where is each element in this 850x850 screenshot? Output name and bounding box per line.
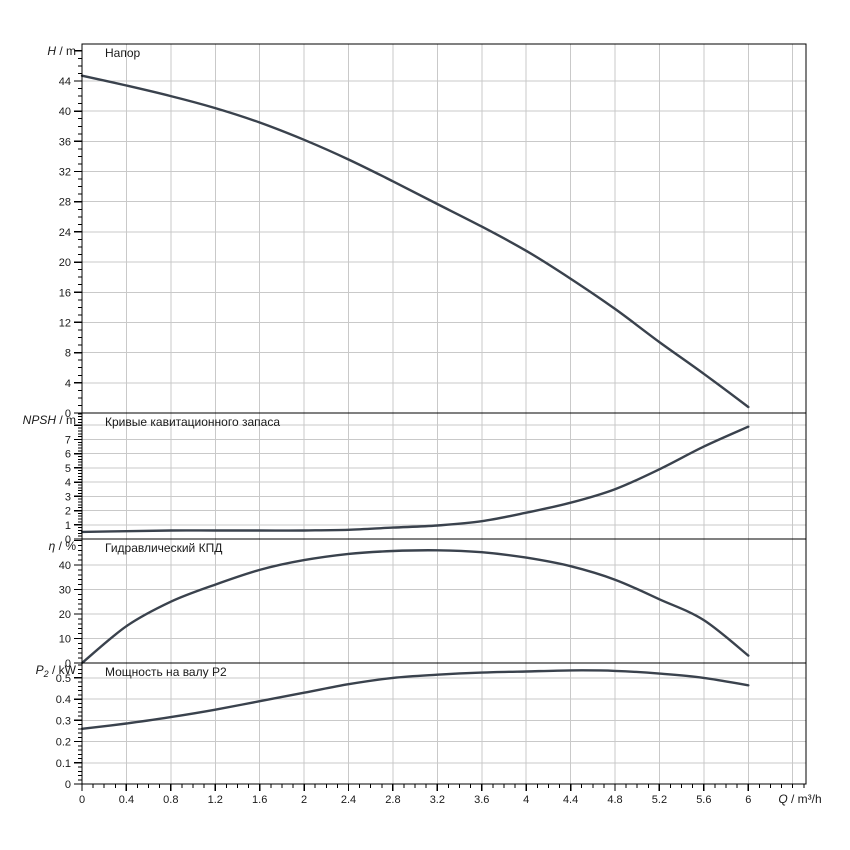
x-tick-label: 4 [523, 794, 529, 806]
x-tick-label: 0 [79, 794, 85, 806]
x-tick-label: 4.4 [563, 794, 578, 806]
y-tick-label: 20 [59, 609, 71, 621]
y-tick-label: 30 [59, 584, 71, 596]
panel-head: H / m [47, 44, 806, 414]
x-tick-label: 2.4 [341, 794, 356, 806]
y-tick-label: 0 [65, 658, 71, 670]
y-tick-label: 12 [59, 317, 71, 329]
panel-title-npsh: Кривые кавитационного запаса [105, 415, 280, 429]
y-tick-label: 16 [59, 287, 71, 299]
axis-unit-label-head: H / m [47, 44, 76, 58]
y-tick-label: 0 [65, 534, 71, 546]
y-tick-label: 3 [65, 491, 71, 503]
panel-title-efficiency: Гидравлический КПД [105, 541, 222, 555]
x-axis-unit-label: Q / m³/h [778, 792, 821, 806]
y-tick-label: 4 [65, 477, 71, 489]
axis-unit-label-power-p2: P2 / kW [36, 663, 77, 679]
y-tick-label: 0.1 [56, 758, 71, 770]
y-tick-label: 0 [65, 408, 71, 420]
y-tick-label: 0.5 [56, 673, 71, 685]
x-tick-label: 2 [301, 794, 307, 806]
x-tick-label: 0.8 [163, 794, 178, 806]
x-tick-label: 5.2 [652, 794, 667, 806]
panel-power-p2: P2 / kW [36, 663, 806, 785]
y-tick-label: 28 [59, 197, 71, 209]
curve-head [80, 74, 750, 409]
panel-title-power-p2: Мощность на валу P2 [105, 665, 227, 679]
plot-border [81, 43, 807, 785]
y-tick-label: 40 [59, 106, 71, 118]
curve-npsh [80, 425, 750, 534]
axis-unit-label-efficiency: η / % [49, 539, 77, 553]
y-tick-label: 36 [59, 136, 71, 148]
y-tick-label: 0.3 [56, 715, 71, 727]
y-tick-label: 2 [65, 506, 71, 518]
axis-unit-label-npsh: NPSH / m [23, 413, 76, 427]
x-tick-label: 5.6 [696, 794, 711, 806]
y-tick-label: 8 [65, 348, 71, 360]
x-tick-label: 2.8 [385, 794, 400, 806]
y-tick-label: 4 [65, 378, 71, 390]
x-tick-label: 3.2 [430, 794, 445, 806]
x-tick-label: 0.4 [119, 794, 134, 806]
y-tick-label: 1 [65, 520, 71, 532]
panel-npsh: NPSH / m [23, 413, 806, 540]
y-tick-label: 0.2 [56, 737, 71, 749]
y-tick-label: 7 [65, 434, 71, 446]
panel-title-head: Напор [105, 46, 141, 60]
y-tick-label: 40 [59, 560, 71, 572]
y-tick-label: 24 [59, 227, 71, 239]
y-tick-label: 6 [65, 449, 71, 461]
x-tick-label: 1.6 [252, 794, 267, 806]
y-tick-label: 10 [59, 633, 71, 645]
x-tick-label: 3.6 [474, 794, 489, 806]
y-tick-label: 5 [65, 463, 71, 475]
y-tick-label: 0 [65, 779, 71, 791]
y-tick-label: 44 [59, 76, 71, 88]
x-tick-label: 6 [745, 794, 751, 806]
y-tick-label: 0.4 [56, 694, 71, 706]
curve-power-p2 [80, 669, 750, 730]
x-tick-label: 1.2 [208, 794, 223, 806]
y-tick-label: 20 [59, 257, 71, 269]
x-tick-label: 4.8 [607, 794, 622, 806]
y-tick-label: 32 [59, 167, 71, 179]
curve-efficiency [80, 549, 750, 665]
